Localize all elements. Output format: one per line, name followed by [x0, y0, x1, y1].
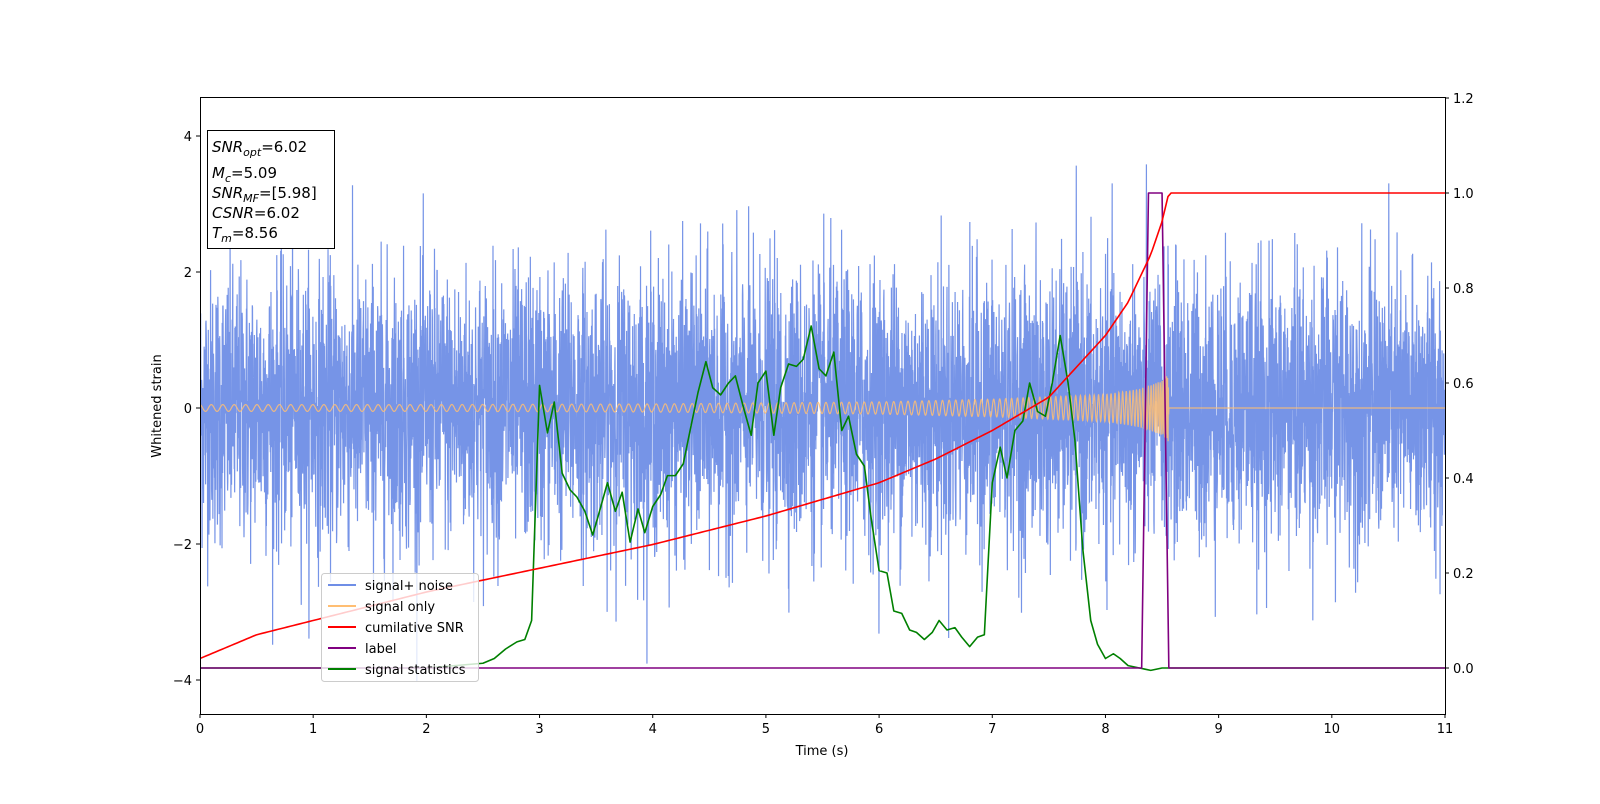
- y-left-tick-label: −4: [173, 674, 192, 689]
- y-right-tick-label: 1.2: [1453, 92, 1474, 107]
- stats-snr-mf: SNRMF=[5.98]: [212, 184, 317, 205]
- y-right-tick-label: 0.2: [1453, 567, 1474, 582]
- x-tick-label: 9: [1214, 722, 1222, 737]
- x-tick-label: 1: [309, 722, 317, 737]
- x-axis: 0 1 2 3 4 5 6 7 8 9 10 11: [196, 714, 1453, 737]
- stats-mc: Mc=5.09: [212, 164, 277, 185]
- stats-box-frame: [207, 130, 335, 249]
- stats-snr-opt: SNRopt=6.02: [212, 138, 307, 159]
- y-left-tick-label: −2: [173, 538, 192, 553]
- legend-label-signal-noise: signal+ noise: [365, 579, 453, 594]
- y-right-tick-label: 0.8: [1453, 282, 1474, 297]
- x-tick-label: 3: [535, 722, 543, 737]
- legend-label-signal-only: signal only: [365, 600, 435, 615]
- x-tick-label: 6: [875, 722, 883, 737]
- series-signal-statistics: [200, 325, 1445, 672]
- y-right-tick-label: 0.6: [1453, 377, 1474, 392]
- x-axis-label: Time (s): [795, 744, 849, 759]
- y-left-tick-label: 2: [184, 266, 192, 281]
- series-signal-only: [200, 376, 1445, 442]
- x-tick-label: 7: [988, 722, 996, 737]
- series-signal-noise: [200, 164, 1445, 682]
- series-label: [200, 192, 1445, 669]
- y-right-tick-label: 0.0: [1453, 662, 1474, 677]
- stats-tm: Tm=8.56: [212, 224, 278, 245]
- y-left-tick-label: 4: [184, 130, 192, 145]
- x-tick-label: 11: [1437, 722, 1454, 737]
- legend: signal+ noise signal only cumilative SNR…: [321, 573, 479, 682]
- stats-box: SNRopt=6.02 Mc=5.09 SNRMF=[5.98] CSNR=6.…: [207, 130, 335, 249]
- stats-csnr: CSNR=6.02: [212, 204, 300, 222]
- y-right-tick-label: 0.4: [1453, 472, 1474, 487]
- x-tick-label: 0: [196, 722, 204, 737]
- x-tick-label: 2: [422, 722, 430, 737]
- x-tick-label: 4: [649, 722, 657, 737]
- legend-label-signal-statistics: signal statistics: [365, 663, 466, 678]
- y-axis-label: Whitened strain: [150, 354, 165, 457]
- legend-frame: [321, 573, 479, 682]
- legend-label-cumulative-snr: cumilative SNR: [365, 621, 464, 636]
- x-tick-label: 5: [762, 722, 770, 737]
- x-tick-label: 10: [1324, 722, 1341, 737]
- y-axis-left: 4 2 0 −2 −4: [173, 130, 200, 689]
- y-right-tick-label: 1.0: [1453, 187, 1474, 202]
- y-left-tick-label: 0: [184, 402, 192, 417]
- plot-frame: [200, 97, 1446, 715]
- x-tick-label: 8: [1101, 722, 1109, 737]
- legend-label-label: label: [365, 642, 396, 657]
- y-axis-right: 1.2 1.0 0.8 0.6 0.4 0.2 0.0: [1445, 92, 1474, 677]
